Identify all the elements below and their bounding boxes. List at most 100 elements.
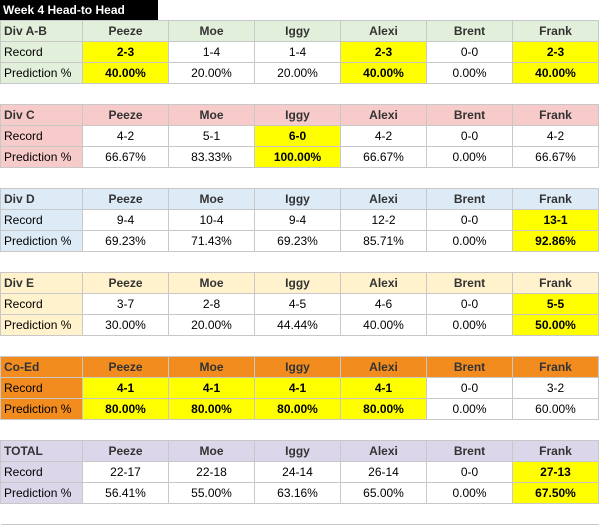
- player-header-cell[interactable]: Moe: [168, 188, 255, 210]
- record-cell[interactable]: 4-1: [254, 377, 341, 399]
- player-header-cell[interactable]: Peeze: [82, 20, 169, 42]
- player-header-cell[interactable]: Iggy: [254, 272, 341, 294]
- player-header-cell[interactable]: Alexi: [340, 356, 427, 378]
- prediction-cell[interactable]: 44.44%: [254, 314, 341, 336]
- prediction-cell[interactable]: 80.00%: [340, 398, 427, 420]
- prediction-label-cell[interactable]: Prediction %: [0, 482, 83, 504]
- player-header-cell[interactable]: Brent: [426, 272, 513, 294]
- empty-cell[interactable]: [0, 251, 83, 273]
- record-cell[interactable]: 0-0: [426, 461, 513, 483]
- empty-cell[interactable]: [512, 83, 599, 105]
- record-cell[interactable]: 26-14: [340, 461, 427, 483]
- empty-cell[interactable]: [512, 419, 599, 441]
- record-cell[interactable]: 9-4: [82, 209, 169, 231]
- player-header-cell[interactable]: Peeze: [82, 440, 169, 462]
- prediction-cell[interactable]: 85.71%: [340, 230, 427, 252]
- record-cell[interactable]: 2-3: [512, 41, 599, 63]
- division-name-cell[interactable]: Div C: [0, 104, 83, 126]
- player-header-cell[interactable]: Iggy: [254, 104, 341, 126]
- prediction-cell[interactable]: 0.00%: [426, 62, 513, 84]
- record-label-cell[interactable]: Record: [0, 209, 83, 231]
- player-header-cell[interactable]: Frank: [512, 20, 599, 42]
- empty-cell[interactable]: [0, 503, 83, 525]
- player-header-cell[interactable]: Iggy: [254, 20, 341, 42]
- empty-cell[interactable]: [254, 503, 341, 525]
- prediction-cell[interactable]: 56.41%: [82, 482, 169, 504]
- record-cell[interactable]: 4-1: [168, 377, 255, 399]
- empty-cell[interactable]: [254, 83, 341, 105]
- prediction-cell[interactable]: 66.67%: [512, 146, 599, 168]
- record-label-cell[interactable]: Record: [0, 125, 83, 147]
- prediction-cell[interactable]: 69.23%: [82, 230, 169, 252]
- player-header-cell[interactable]: Alexi: [340, 440, 427, 462]
- player-header-cell[interactable]: Iggy: [254, 440, 341, 462]
- player-header-cell[interactable]: Frank: [512, 356, 599, 378]
- record-cell[interactable]: 5-1: [168, 125, 255, 147]
- player-header-cell[interactable]: Alexi: [340, 188, 427, 210]
- record-cell[interactable]: 2-3: [82, 41, 169, 63]
- empty-cell[interactable]: [82, 503, 169, 525]
- empty-cell[interactable]: [0, 335, 83, 357]
- prediction-cell[interactable]: 40.00%: [82, 62, 169, 84]
- player-header-cell[interactable]: Frank: [512, 104, 599, 126]
- empty-cell[interactable]: [168, 335, 255, 357]
- player-header-cell[interactable]: Peeze: [82, 104, 169, 126]
- empty-cell[interactable]: [426, 335, 513, 357]
- prediction-cell[interactable]: 0.00%: [426, 230, 513, 252]
- division-name-cell[interactable]: Co-Ed: [0, 356, 83, 378]
- player-header-cell[interactable]: Brent: [426, 104, 513, 126]
- player-header-cell[interactable]: Moe: [168, 272, 255, 294]
- empty-cell[interactable]: [340, 167, 427, 189]
- prediction-cell[interactable]: 30.00%: [82, 314, 169, 336]
- empty-cell[interactable]: [168, 503, 255, 525]
- empty-cell[interactable]: [82, 419, 169, 441]
- empty-cell[interactable]: [426, 419, 513, 441]
- record-cell[interactable]: 3-7: [82, 293, 169, 315]
- record-cell[interactable]: 12-2: [340, 209, 427, 231]
- player-header-cell[interactable]: Brent: [426, 356, 513, 378]
- prediction-cell[interactable]: 71.43%: [168, 230, 255, 252]
- prediction-cell[interactable]: 0.00%: [426, 146, 513, 168]
- player-header-cell[interactable]: Brent: [426, 20, 513, 42]
- prediction-cell[interactable]: 55.00%: [168, 482, 255, 504]
- player-header-cell[interactable]: Moe: [168, 356, 255, 378]
- player-header-cell[interactable]: Moe: [168, 20, 255, 42]
- record-cell[interactable]: 4-5: [254, 293, 341, 315]
- record-cell[interactable]: 4-6: [340, 293, 427, 315]
- player-header-cell[interactable]: Moe: [168, 440, 255, 462]
- empty-cell[interactable]: [340, 335, 427, 357]
- empty-cell[interactable]: [426, 167, 513, 189]
- prediction-cell[interactable]: 40.00%: [340, 314, 427, 336]
- record-cell[interactable]: 2-3: [340, 41, 427, 63]
- prediction-cell[interactable]: 0.00%: [426, 314, 513, 336]
- prediction-cell[interactable]: 69.23%: [254, 230, 341, 252]
- prediction-cell[interactable]: 80.00%: [168, 398, 255, 420]
- prediction-cell[interactable]: 80.00%: [254, 398, 341, 420]
- empty-cell[interactable]: [168, 83, 255, 105]
- empty-cell[interactable]: [426, 83, 513, 105]
- empty-cell[interactable]: [168, 167, 255, 189]
- empty-cell[interactable]: [426, 503, 513, 525]
- prediction-cell[interactable]: 20.00%: [168, 314, 255, 336]
- record-cell[interactable]: 4-2: [82, 125, 169, 147]
- prediction-cell[interactable]: 40.00%: [512, 62, 599, 84]
- empty-cell[interactable]: [0, 419, 83, 441]
- prediction-cell[interactable]: 0.00%: [426, 398, 513, 420]
- prediction-cell[interactable]: 83.33%: [168, 146, 255, 168]
- division-name-cell[interactable]: Div E: [0, 272, 83, 294]
- player-header-cell[interactable]: Alexi: [340, 20, 427, 42]
- record-cell[interactable]: 24-14: [254, 461, 341, 483]
- record-cell[interactable]: 0-0: [426, 293, 513, 315]
- empty-cell[interactable]: [254, 167, 341, 189]
- record-cell[interactable]: 1-4: [168, 41, 255, 63]
- record-label-cell[interactable]: Record: [0, 461, 83, 483]
- prediction-cell[interactable]: 20.00%: [254, 62, 341, 84]
- player-header-cell[interactable]: Moe: [168, 104, 255, 126]
- record-cell[interactable]: 4-2: [512, 125, 599, 147]
- player-header-cell[interactable]: Peeze: [82, 188, 169, 210]
- player-header-cell[interactable]: Iggy: [254, 356, 341, 378]
- empty-cell[interactable]: [82, 83, 169, 105]
- prediction-cell[interactable]: 0.00%: [426, 482, 513, 504]
- division-name-cell[interactable]: Div A-B: [0, 20, 83, 42]
- prediction-cell[interactable]: 66.67%: [82, 146, 169, 168]
